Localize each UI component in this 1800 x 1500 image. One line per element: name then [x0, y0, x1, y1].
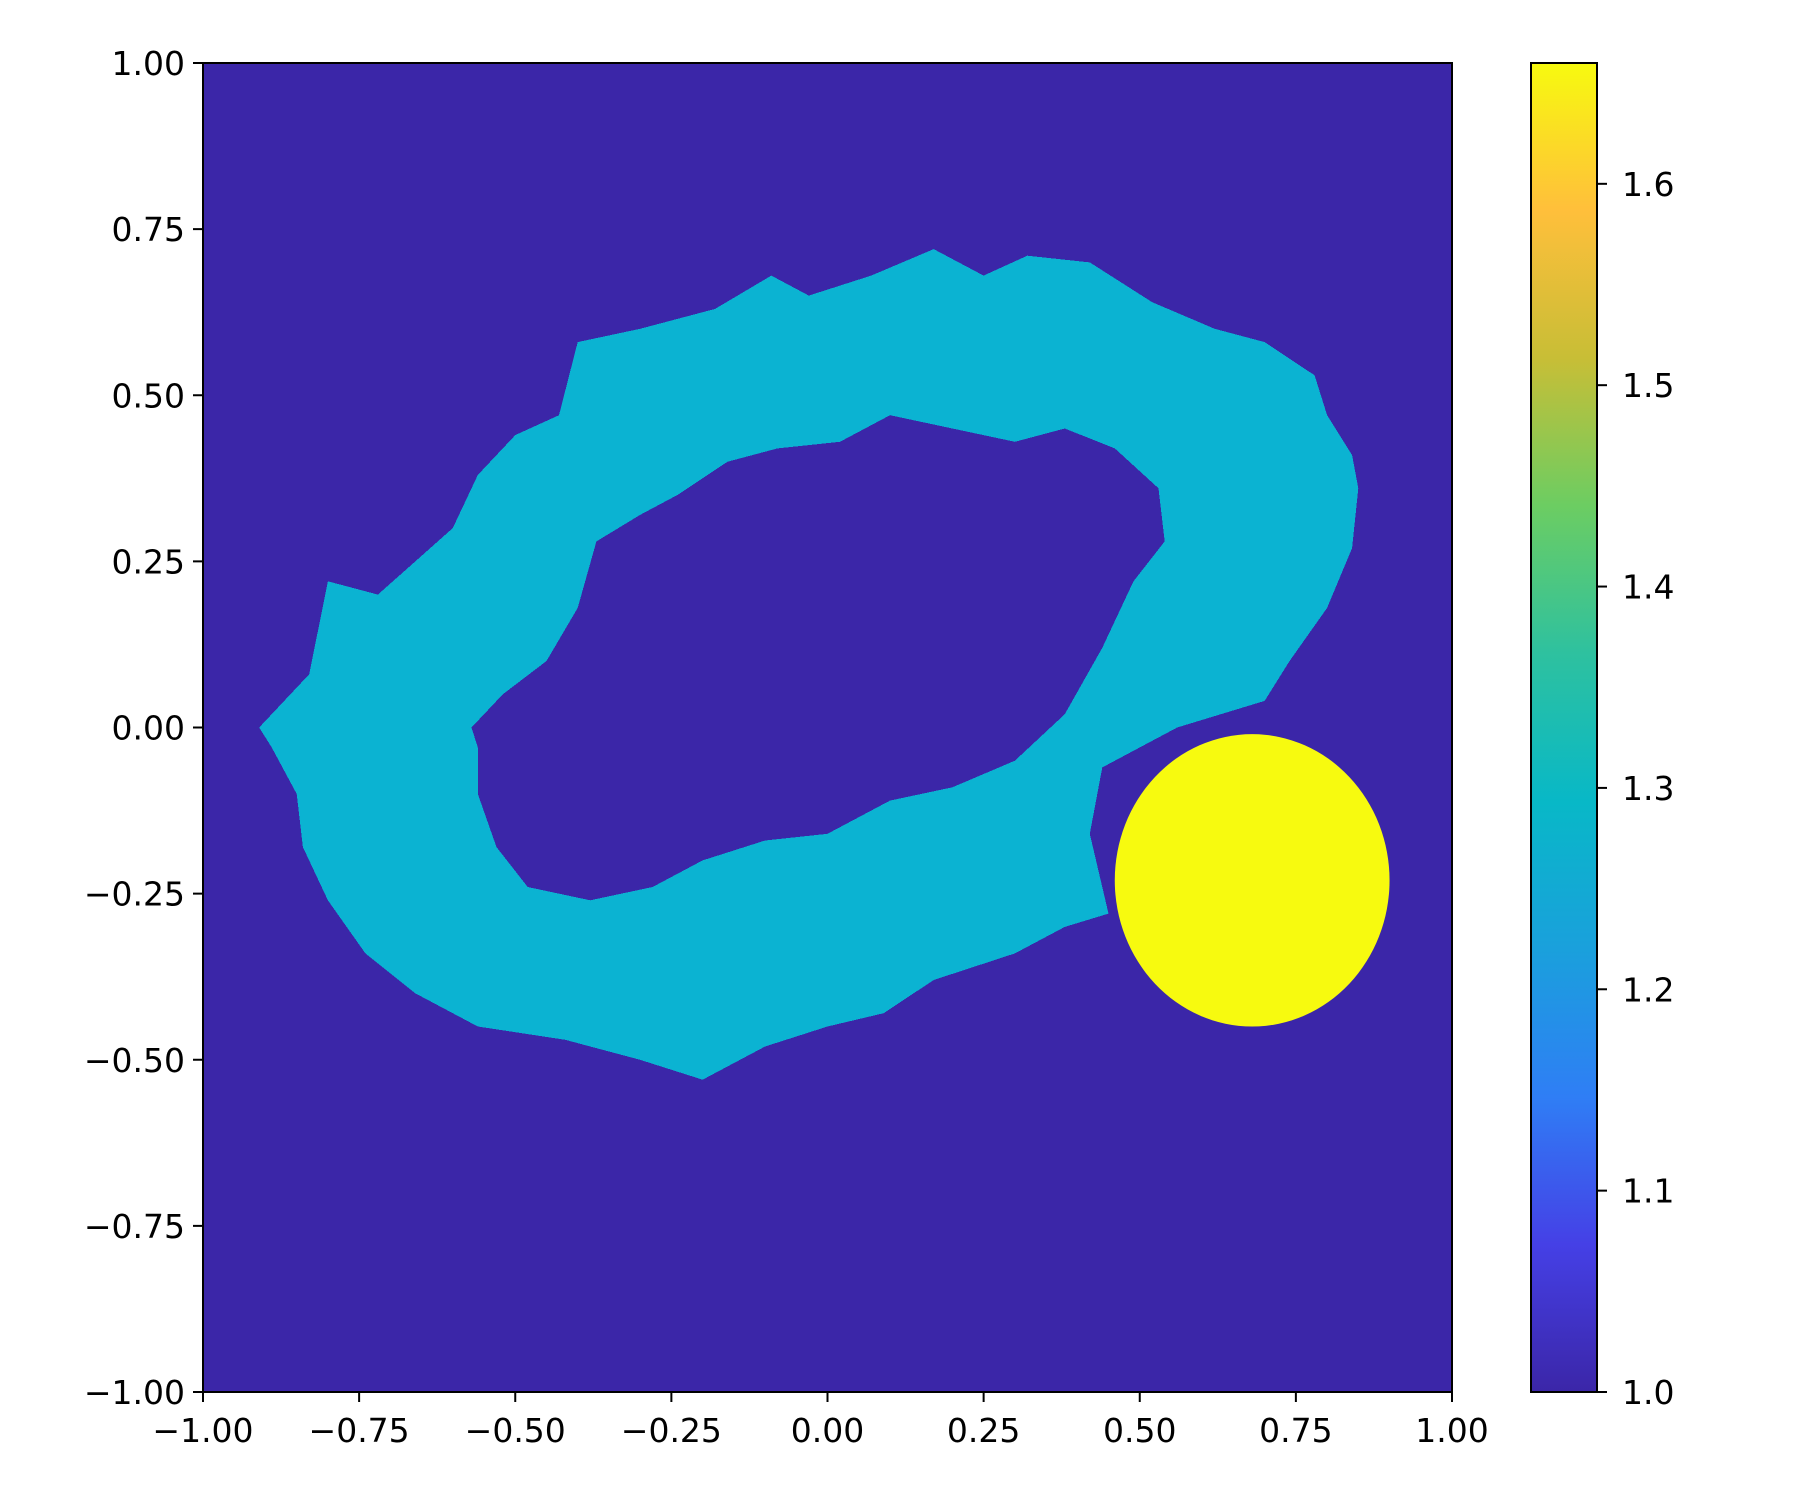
plot-frame	[202, 62, 1453, 1393]
y-axis: 1.00 0.75 0.50 0.25 0.00 −0.25 −0.50 −0.75 −1.00	[84, 44, 203, 1412]
x-tick-label: 0.75	[1259, 1411, 1332, 1450]
x-tick-label: 1.00	[1415, 1411, 1488, 1450]
y-tick-label: 0.25	[112, 542, 185, 581]
colorbar-tick-label: 1.6	[1622, 165, 1674, 204]
x-tick-label: 0.50	[1103, 1411, 1176, 1450]
colorbar-tick-label: 1.4	[1622, 568, 1674, 607]
colorbar-tick-label: 1.5	[1622, 366, 1674, 405]
y-tick-label: −0.50	[84, 1041, 185, 1080]
y-tick-label: 1.00	[112, 44, 185, 83]
heatmap-disk-region	[1114, 734, 1390, 1027]
heatmap-ring-region	[259, 249, 1359, 1080]
y-tick-label: −0.75	[84, 1207, 185, 1246]
colorbar: 1.0 1.1 1.2 1.3 1.4 1.5 1.6	[1530, 62, 1674, 1412]
x-axis: −1.00 −0.75 −0.50 −0.25 0.00 0.25 0.50 0.75 1.00	[152, 1392, 1489, 1450]
colorbar-tick-label: 1.1	[1622, 1172, 1674, 1211]
plot-area	[203, 63, 1452, 1392]
x-tick-label: −0.50	[465, 1411, 566, 1450]
x-tick-label: 0.25	[947, 1411, 1020, 1450]
x-tick-label: −0.75	[309, 1411, 410, 1450]
colorbar-tick-label: 1.0	[1622, 1373, 1674, 1412]
x-tick-label: 0.00	[791, 1411, 864, 1450]
y-tick-label: 0.00	[112, 709, 185, 748]
y-tick-label: −1.00	[84, 1373, 185, 1412]
x-tick-label: −1.00	[152, 1411, 253, 1450]
y-tick-label: −0.25	[84, 875, 185, 914]
y-tick-label: 0.75	[112, 210, 185, 249]
y-tick-label: 0.50	[112, 376, 185, 415]
colorbar-tick-label: 1.3	[1622, 769, 1674, 808]
x-tick-label: −0.25	[621, 1411, 722, 1450]
colorbar-gradient	[1530, 62, 1598, 1393]
colorbar-tick-label: 1.2	[1622, 970, 1674, 1009]
